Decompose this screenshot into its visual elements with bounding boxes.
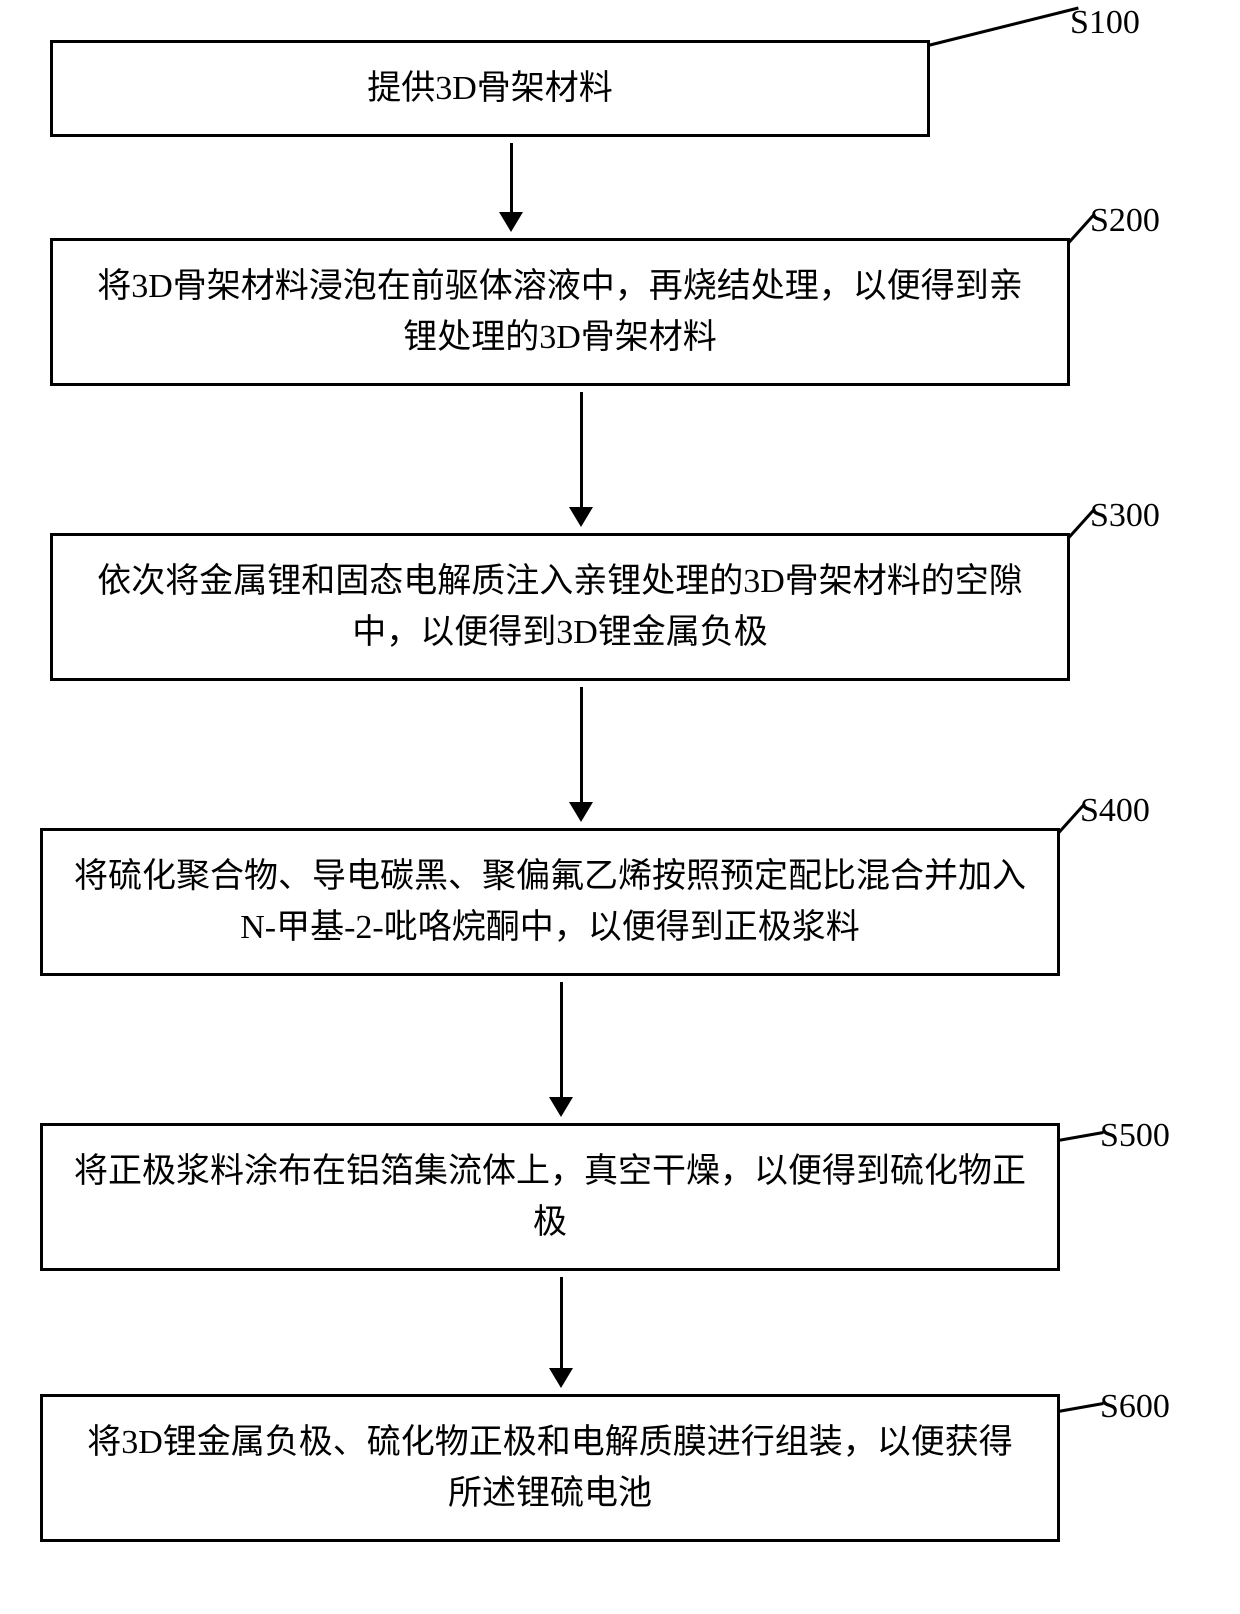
step-box-S100: 提供3D骨架材料 [50, 40, 930, 137]
arrow-head-icon [549, 1097, 573, 1117]
arrow-shaft [560, 982, 563, 1098]
arrow-down [569, 687, 593, 822]
arrow-shaft [580, 392, 583, 508]
arrow-down [499, 143, 523, 232]
label-connector-line [1058, 1131, 1104, 1142]
arrow-shaft [560, 1277, 563, 1369]
step-box-S600: 将3D锂金属负极、硫化物正极和电解质膜进行组装，以便获得所述锂硫电池 [40, 1394, 1060, 1542]
step-label-S300: S300 [1090, 497, 1160, 535]
step-text: 将硫化聚合物、导电碳黑、聚偏氟乙烯按照预定配比混合并加入N-甲基-2-吡咯烷酮中… [73, 851, 1027, 953]
step-row-S600: 将3D锂金属负极、硫化物正极和电解质膜进行组装，以便获得所述锂硫电池S600 [40, 1394, 1200, 1542]
step-label-S600: S600 [1100, 1388, 1170, 1426]
arrow-head-icon [569, 507, 593, 527]
step-text: 将正极浆料涂布在铝箔集流体上，真空干燥，以便得到硫化物正极 [73, 1146, 1027, 1248]
step-row-S300: 依次将金属锂和固态电解质注入亲锂处理的3D骨架材料的空隙中，以便得到3D锂金属负… [30, 533, 1210, 681]
label-connector-line [928, 7, 1079, 47]
arrow-head-icon [499, 212, 523, 232]
step-row-S500: 将正极浆料涂布在铝箔集流体上，真空干燥，以便得到硫化物正极S500 [40, 1123, 1200, 1271]
arrow-down [549, 1277, 573, 1388]
step-text: 将3D锂金属负极、硫化物正极和电解质膜进行组装，以便获得所述锂硫电池 [73, 1417, 1027, 1519]
arrow-down [569, 392, 593, 527]
step-text: 提供3D骨架材料 [367, 63, 613, 114]
step-box-S500: 将正极浆料涂布在铝箔集流体上，真空干燥，以便得到硫化物正极 [40, 1123, 1060, 1271]
step-text: 依次将金属锂和固态电解质注入亲锂处理的3D骨架材料的空隙中，以便得到3D锂金属负… [83, 556, 1037, 658]
step-box-S200: 将3D骨架材料浸泡在前驱体溶液中，再烧结处理，以便得到亲锂处理的3D骨架材料 [50, 238, 1070, 386]
process-flowchart: 提供3D骨架材料S100将3D骨架材料浸泡在前驱体溶液中，再烧结处理，以便得到亲… [40, 40, 1200, 1542]
step-row-S200: 将3D骨架材料浸泡在前驱体溶液中，再烧结处理，以便得到亲锂处理的3D骨架材料S2… [30, 238, 1210, 386]
step-box-S300: 依次将金属锂和固态电解质注入亲锂处理的3D骨架材料的空隙中，以便得到3D锂金属负… [50, 533, 1070, 681]
step-text: 将3D骨架材料浸泡在前驱体溶液中，再烧结处理，以便得到亲锂处理的3D骨架材料 [83, 261, 1037, 363]
step-label-S100: S100 [1070, 4, 1140, 42]
step-label-S400: S400 [1080, 792, 1150, 830]
step-label-S500: S500 [1100, 1117, 1170, 1155]
arrow-shaft [510, 143, 513, 213]
step-row-S400: 将硫化聚合物、导电碳黑、聚偏氟乙烯按照预定配比混合并加入N-甲基-2-吡咯烷酮中… [40, 828, 1200, 976]
step-box-S400: 将硫化聚合物、导电碳黑、聚偏氟乙烯按照预定配比混合并加入N-甲基-2-吡咯烷酮中… [40, 828, 1060, 976]
arrow-head-icon [569, 802, 593, 822]
arrow-shaft [580, 687, 583, 803]
step-row-S100: 提供3D骨架材料S100 [30, 40, 1210, 137]
arrow-down [549, 982, 573, 1117]
label-connector-line [1058, 1402, 1104, 1413]
arrow-head-icon [549, 1368, 573, 1388]
step-label-S200: S200 [1090, 202, 1160, 240]
